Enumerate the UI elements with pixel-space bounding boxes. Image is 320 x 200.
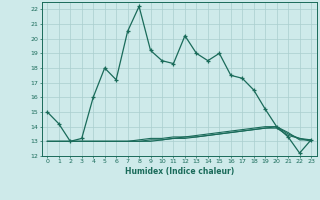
X-axis label: Humidex (Indice chaleur): Humidex (Indice chaleur)	[124, 167, 234, 176]
